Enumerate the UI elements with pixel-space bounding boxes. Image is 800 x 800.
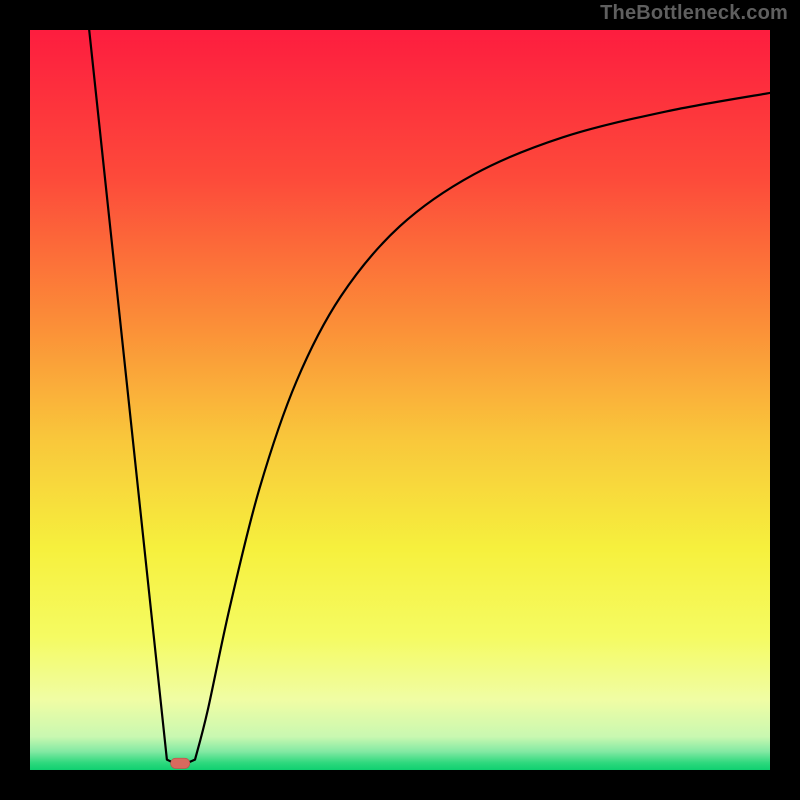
plot-background (30, 30, 770, 770)
chart-container: TheBottleneck.com (0, 0, 800, 800)
optimum-marker (171, 758, 190, 768)
bottleneck-chart (0, 0, 800, 800)
watermark-text: TheBottleneck.com (600, 2, 788, 25)
